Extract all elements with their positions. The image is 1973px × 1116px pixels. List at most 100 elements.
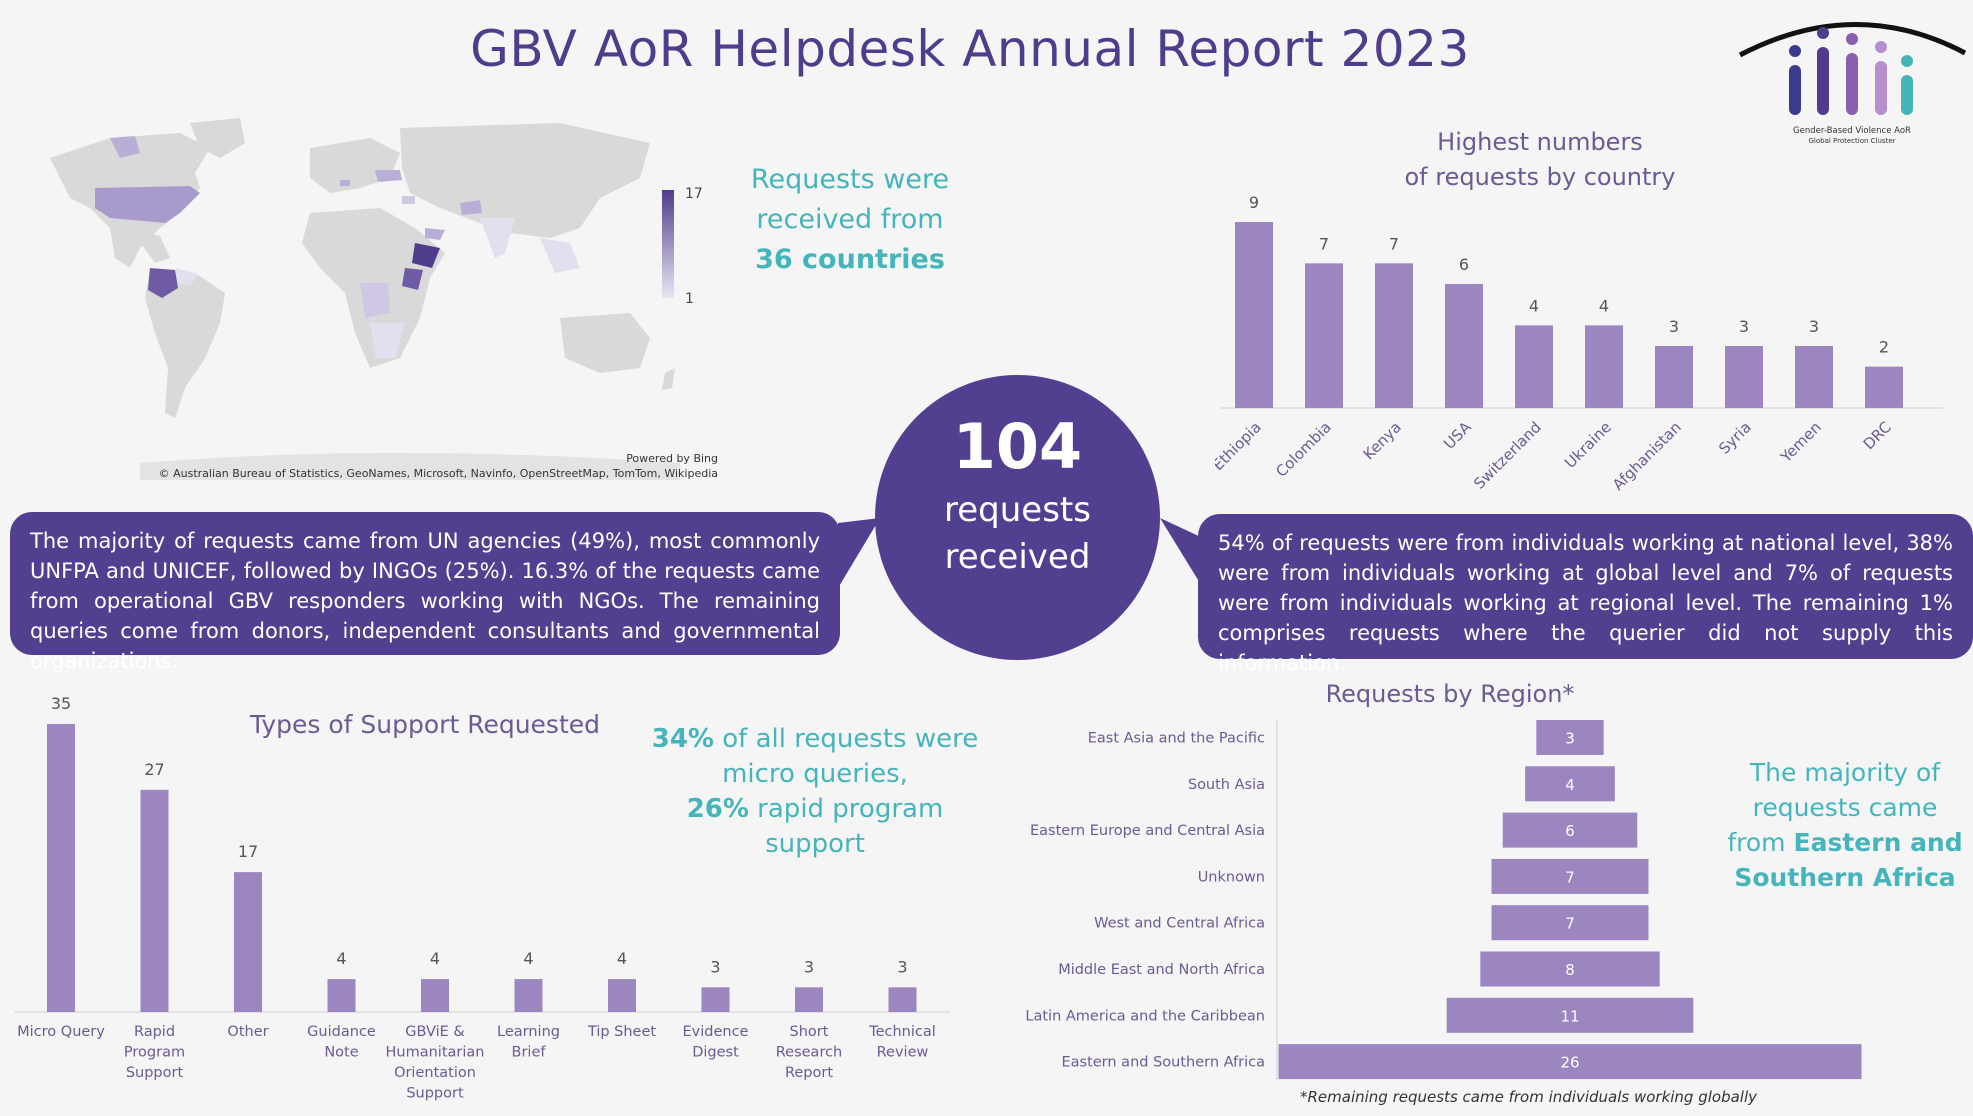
map-drc bbox=[360, 283, 390, 318]
support-tick-label: Support bbox=[126, 1065, 184, 1081]
region-line1: The majority of bbox=[1749, 758, 1941, 787]
map-usa bbox=[95, 186, 200, 223]
country-bar bbox=[1795, 346, 1833, 408]
country-chart-title-line1: Highest numbers bbox=[1437, 128, 1643, 156]
region-bar-label: 7 bbox=[1565, 868, 1575, 886]
logo-figure-head bbox=[1817, 27, 1829, 39]
support-bar-label: 27 bbox=[144, 760, 164, 779]
country-chart-svg: Highest numbers of requests by country 9… bbox=[1209, 128, 1943, 494]
support-bar bbox=[888, 987, 917, 1012]
map-credit: © Australian Bureau of Statistics, GeoNa… bbox=[158, 467, 718, 480]
country-tick-label: Kenya bbox=[1360, 418, 1405, 463]
micro-line3: 26% rapid program bbox=[686, 794, 944, 824]
region-bar bbox=[1502, 812, 1638, 848]
region-line3: from Eastern and bbox=[1727, 828, 1963, 857]
support-bar bbox=[47, 724, 75, 1012]
region-line2: requests came bbox=[1752, 793, 1938, 822]
region-line4: Southern Africa bbox=[1734, 863, 1956, 892]
country-bar-label: 7 bbox=[1389, 234, 1399, 253]
region-tick-label: West and Central Africa bbox=[1094, 916, 1265, 932]
country-bar bbox=[1725, 346, 1763, 408]
map-syria bbox=[402, 196, 415, 204]
micro-line1: 34% of all requests were bbox=[651, 724, 979, 754]
support-tick-label: Other bbox=[227, 1024, 268, 1040]
map-venezuela bbox=[175, 268, 198, 286]
support-bar bbox=[140, 789, 169, 1012]
region-bar-label: 4 bbox=[1565, 776, 1575, 794]
support-bar-label: 4 bbox=[523, 949, 533, 968]
logo-figure-head bbox=[1875, 41, 1887, 53]
support-bar bbox=[514, 979, 543, 1012]
region-tick-label: Eastern Europe and Central Asia bbox=[1030, 823, 1265, 839]
logo-figure-body bbox=[1817, 47, 1829, 115]
support-tick-label: Short bbox=[790, 1024, 829, 1040]
country-bar bbox=[1305, 263, 1343, 408]
logo-figure-head bbox=[1901, 55, 1913, 67]
map-australia bbox=[560, 313, 650, 373]
support-bar bbox=[608, 979, 636, 1012]
logo-figure-body bbox=[1875, 61, 1887, 115]
country-tick-label: Ukraine bbox=[1561, 418, 1615, 472]
logo-figure-body bbox=[1901, 75, 1913, 115]
map-switzerland bbox=[340, 180, 350, 186]
map-ethiopia bbox=[412, 243, 440, 268]
world-map[interactable]: 17 1 bbox=[40, 118, 720, 480]
logo-figure-body bbox=[1789, 65, 1801, 115]
total-requests-line2: received bbox=[944, 537, 1091, 577]
map-colombia bbox=[148, 268, 178, 298]
country-bar bbox=[1515, 325, 1553, 408]
support-bar bbox=[234, 872, 262, 1012]
region-bar-label: 3 bbox=[1565, 730, 1575, 748]
support-tick-label: Guidance bbox=[307, 1024, 376, 1040]
region-bar bbox=[1480, 951, 1660, 987]
support-bar-label: 17 bbox=[238, 842, 258, 861]
support-tick-label: Learning bbox=[497, 1024, 560, 1040]
region-tick-label: Latin America and the Caribbean bbox=[1025, 1008, 1265, 1024]
country-bar-label: 3 bbox=[1809, 317, 1819, 336]
region-bar bbox=[1536, 720, 1604, 755]
country-tick-label: Afghanistan bbox=[1609, 418, 1685, 494]
country-bar-label: 9 bbox=[1249, 193, 1259, 212]
support-bar bbox=[327, 979, 356, 1012]
logo-line1: Gender-Based Violence AoR bbox=[1793, 126, 1911, 136]
country-bar-label: 7 bbox=[1319, 234, 1329, 253]
logo-figure-head bbox=[1846, 33, 1858, 45]
support-chart-title: Types of Support Requested bbox=[249, 710, 600, 739]
country-bar bbox=[1235, 222, 1273, 408]
support-bar bbox=[795, 987, 823, 1012]
support-chart-svg: Types of Support Requested 35 Micro Query… bbox=[15, 694, 950, 1102]
total-requests-number: 104 bbox=[952, 410, 1083, 483]
logo-graphic: Gender-Based Violence AoR Global Protect… bbox=[1738, 22, 1967, 145]
countries-line2: received from bbox=[756, 204, 944, 235]
country-chart: Highest numbers of requests by country 9… bbox=[1209, 122, 1955, 522]
map-central-america bbox=[130, 228, 170, 263]
region-tick-label: Middle East and North Africa bbox=[1058, 962, 1265, 978]
map-new-zealand bbox=[662, 368, 675, 390]
support-tick-label: GBViE & bbox=[405, 1024, 464, 1040]
map-south-america bbox=[145, 268, 225, 418]
support-tick-label: Orientation bbox=[394, 1065, 476, 1081]
support-bar-label: 3 bbox=[710, 957, 720, 976]
region-chart-svg: Requests by Region* 3 East Asia and the P… bbox=[1025, 680, 1862, 1080]
map-legend-max: 17 bbox=[685, 186, 703, 202]
support-tick-label: Rapid bbox=[134, 1024, 175, 1040]
countries-line3: 36 countries bbox=[755, 244, 945, 275]
map-europe bbox=[310, 138, 400, 193]
support-tick-label: Micro Query bbox=[17, 1024, 105, 1040]
country-tick-label: Switzerland bbox=[1470, 418, 1545, 493]
region-bar bbox=[1491, 858, 1649, 894]
region-text: The majority of requests came from Easte… bbox=[1720, 755, 1970, 895]
country-bar bbox=[1655, 346, 1693, 408]
country-tick-label: Syria bbox=[1715, 418, 1755, 458]
support-tick-label: Program bbox=[124, 1045, 185, 1061]
world-map-graphic: 17 1 bbox=[50, 118, 703, 480]
page-title: GBV AoR Helpdesk Annual Report 2023 bbox=[470, 20, 1470, 78]
micro-line2: micro queries, bbox=[722, 759, 908, 789]
footnote: *Remaining requests came from individual… bbox=[1300, 1088, 1758, 1106]
callout-left-text: The majority of requests came from UN ag… bbox=[30, 529, 820, 673]
map-greenland bbox=[190, 118, 245, 158]
support-bar-label: 35 bbox=[51, 694, 71, 713]
map-asia bbox=[400, 123, 650, 238]
support-tick-label: Report bbox=[785, 1065, 833, 1081]
callout-left: The majority of requests came from UN ag… bbox=[10, 512, 840, 673]
